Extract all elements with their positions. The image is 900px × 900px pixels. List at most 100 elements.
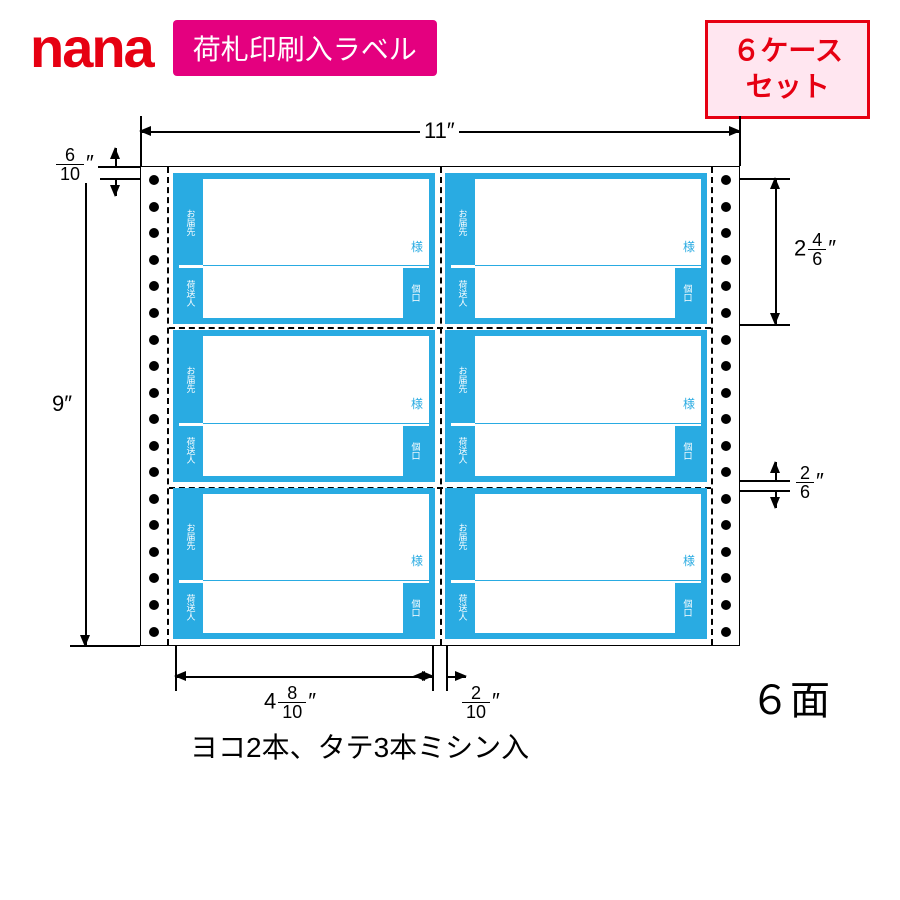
label-grid: お届先様荷送人個口お届先様荷送人個口お届先様荷送人個口お届先様荷送人個口お届先様… — [173, 173, 707, 639]
recipient-label: お届先 — [451, 179, 475, 265]
tractor-hole — [149, 335, 159, 345]
tractor-hole — [721, 202, 731, 212]
tractor-hole — [721, 388, 731, 398]
ext-line — [739, 116, 741, 166]
tractor-hole — [721, 627, 731, 637]
recipient-label: お届先 — [179, 336, 203, 422]
dim-height — [85, 166, 87, 646]
label-cell: お届先様荷送人 個口 — [445, 173, 707, 324]
label-sheet: お届先様荷送人個口お届先様荷送人個口お届先様荷送人個口お届先様荷送人個口お届先様… — [140, 166, 740, 646]
diagram: 11″ 9″ 610″ 246″ 26″ 4810″ 210″ — [0, 86, 900, 786]
tractor-hole — [721, 175, 731, 185]
faces-text: ６面 — [750, 668, 830, 726]
unit-label: 個口 — [403, 268, 429, 318]
label-cell: お届先様荷送人個口 — [445, 330, 707, 481]
sender-label: 荷送人 — [179, 426, 203, 476]
tractor-hole — [149, 573, 159, 583]
tractor-hole — [149, 441, 159, 451]
dim-width-text: 11″ — [420, 118, 459, 144]
tractor-hole — [149, 255, 159, 265]
sender-label: 荷送人 — [179, 583, 203, 633]
tractor-hole — [721, 520, 731, 530]
dim-colgap-text: 210″ — [456, 684, 504, 721]
ext-line — [740, 480, 790, 482]
ext-line — [140, 116, 142, 166]
tractor-hole — [149, 308, 159, 318]
sama-label: 様 — [683, 238, 695, 255]
ext-line — [446, 646, 448, 691]
ext-line — [740, 490, 790, 492]
dim-rowgap — [775, 462, 777, 480]
tractor-hole — [149, 228, 159, 238]
tractor-hole — [149, 627, 159, 637]
dim-topmargin-text: 610″ — [50, 146, 98, 183]
ext-line — [175, 646, 177, 691]
tractor-hole — [149, 202, 159, 212]
dim-labelh — [775, 178, 777, 324]
tractor-hole — [149, 388, 159, 398]
tractor-hole — [149, 547, 159, 557]
banner-label: 荷札印刷入ラベル — [173, 20, 437, 76]
brand-logo: nana — [30, 20, 153, 76]
sama-label: 様 — [411, 395, 423, 412]
ext-line — [100, 166, 140, 168]
dim-topmargin — [115, 148, 117, 166]
sama-label: 様 — [683, 552, 695, 569]
label-cell: お届先様荷送人個口 — [173, 173, 435, 324]
dim-labelw — [175, 676, 433, 678]
tractor-feed-right — [711, 167, 739, 645]
tractor-hole — [721, 255, 731, 265]
tractor-hole — [721, 600, 731, 610]
ext-line — [432, 646, 434, 691]
tractor-hole — [149, 494, 159, 504]
recipient-label: お届先 — [451, 494, 475, 580]
tractor-hole — [721, 228, 731, 238]
tractor-hole — [721, 414, 731, 424]
divider — [475, 265, 701, 266]
sender-label: 荷送人 — [451, 583, 475, 633]
sender-label: 荷送人 — [451, 426, 475, 476]
tractor-hole — [721, 335, 731, 345]
divider — [203, 265, 429, 266]
label-cell: お届先様荷送人 個口 — [173, 330, 435, 481]
label-cell: お届先様荷送人 個口 — [445, 488, 707, 639]
tractor-hole — [149, 600, 159, 610]
sama-label: 様 — [411, 552, 423, 569]
tractor-feed-left — [141, 167, 169, 645]
tractor-hole — [721, 361, 731, 371]
sender-label: 荷送人 — [451, 268, 475, 318]
ext-line — [100, 178, 140, 180]
perforation-text: ヨコ2本、タテ3本ミシン入 — [190, 726, 529, 766]
dim-labelw-text: 4810″ — [260, 684, 320, 721]
tractor-hole — [721, 494, 731, 504]
tractor-hole — [721, 441, 731, 451]
dim-colgap — [446, 676, 466, 678]
set-box-line1: ６ケース — [732, 33, 843, 69]
dim-height-text: 9″ — [48, 391, 76, 417]
dim-colgap — [414, 676, 434, 678]
recipient-label: お届先 — [179, 179, 203, 265]
sama-label: 様 — [683, 395, 695, 412]
tractor-hole — [149, 281, 159, 291]
tractor-hole — [149, 467, 159, 477]
unit-label: 個口 — [675, 268, 701, 318]
label-cell: お届先様荷送人個口 — [173, 488, 435, 639]
dim-topmargin — [115, 178, 117, 196]
dim-rowgap — [775, 490, 777, 508]
tractor-hole — [721, 547, 731, 557]
unit-label: 個口 — [403, 426, 429, 476]
tractor-hole — [721, 308, 731, 318]
tractor-hole — [149, 361, 159, 371]
unit-label: 個口 — [675, 583, 701, 633]
divider — [475, 580, 701, 581]
tractor-hole — [149, 175, 159, 185]
dim-labelh-text: 246″ — [790, 231, 840, 268]
tractor-hole — [149, 520, 159, 530]
recipient-label: お届先 — [179, 494, 203, 580]
ext-line — [740, 324, 790, 326]
sama-label: 様 — [411, 238, 423, 255]
recipient-label: お届先 — [451, 336, 475, 422]
ext-line — [740, 178, 790, 180]
divider — [203, 580, 429, 581]
divider — [203, 423, 429, 424]
